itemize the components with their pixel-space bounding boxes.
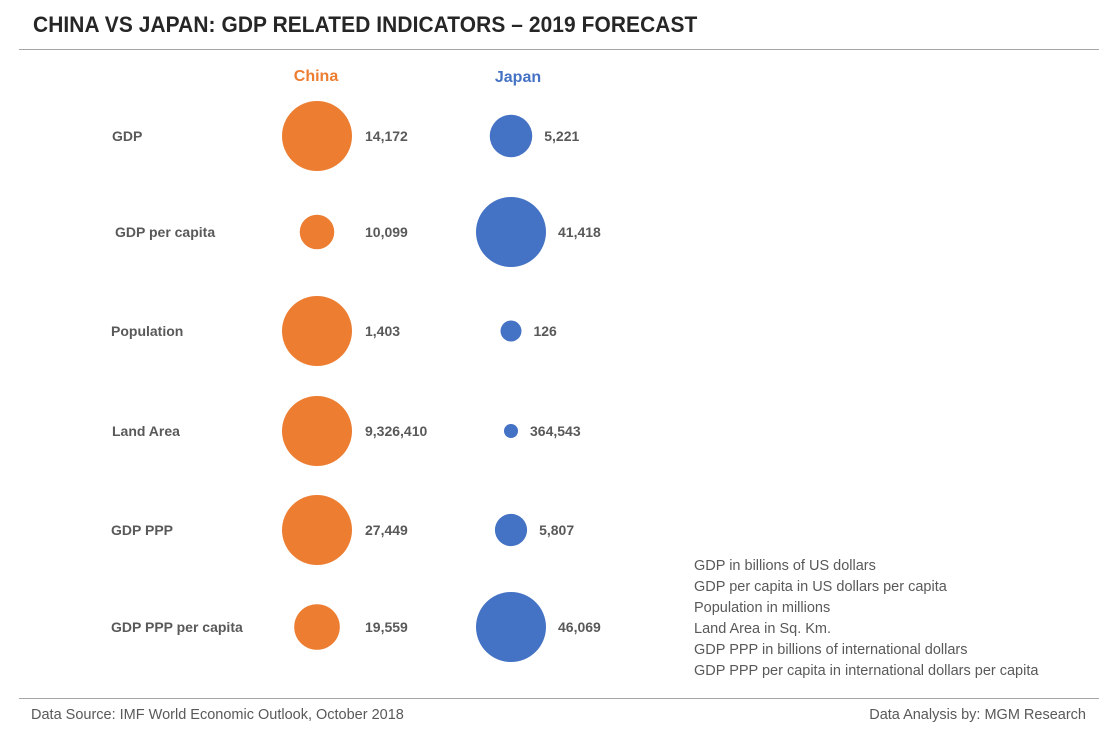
japan-value-label: 364,543 — [530, 423, 581, 439]
japan-value-label: 5,807 — [539, 522, 574, 538]
footer-divider — [19, 698, 1099, 699]
japan-bubble — [476, 592, 546, 662]
china-bubble — [282, 396, 352, 466]
china-bubble — [282, 495, 352, 565]
china-value-label: 9,326,410 — [365, 423, 427, 439]
indicator-label: GDP — [112, 128, 142, 144]
china-bubble — [299, 214, 335, 250]
china-bubble — [282, 101, 352, 171]
unit-notes: GDP in billions of US dollars GDP per ca… — [694, 556, 1038, 682]
japan-value-label: 41,418 — [558, 224, 601, 240]
chart-title: CHINA VS JAPAN: GDP RELATED INDICATORS –… — [33, 12, 698, 37]
unit-note: GDP PPP in billions of international dol… — [694, 642, 968, 658]
series-header-japan: Japan — [495, 69, 541, 86]
japan-bubble — [494, 513, 528, 547]
japan-bubble — [504, 424, 518, 438]
unit-note: GDP in billions of US dollars — [694, 558, 876, 574]
indicator-label: GDP per capita — [115, 224, 215, 240]
unit-note: Land Area in Sq. Km. — [694, 621, 832, 637]
china-value-label: 1,403 — [365, 323, 400, 339]
indicator-label: Land Area — [112, 423, 180, 439]
indicator-rows: GDP 14,172 5,221 GDP per capita 10,099 41,418… — [111, 101, 601, 662]
unit-note: GDP PPP per capita in international doll… — [694, 663, 1039, 679]
indicator-label: GDP PPP per capita — [111, 619, 243, 635]
china-bubble — [282, 296, 352, 366]
china-value-label: 14,172 — [365, 128, 408, 144]
japan-value-label: 46,069 — [558, 619, 601, 635]
china-value-label: 27,449 — [365, 522, 408, 538]
japan-value-label: 126 — [533, 323, 557, 339]
japan-bubble — [476, 197, 546, 267]
japan-bubble — [500, 320, 522, 342]
header-divider — [19, 49, 1099, 50]
china-value-label: 19,559 — [365, 619, 408, 635]
indicator-label: Population — [111, 323, 183, 339]
unit-note: Population in millions — [694, 600, 831, 616]
series-header-china: China — [294, 68, 339, 85]
indicator-label: GDP PPP — [111, 522, 173, 538]
data-source: Data Source: IMF World Economic Outlook,… — [31, 707, 404, 723]
analysis-credit: Data Analysis by: MGM Research — [869, 707, 1086, 723]
unit-note: GDP per capita in US dollars per capita — [694, 579, 947, 595]
japan-bubble — [489, 114, 533, 158]
japan-value-label: 5,221 — [544, 128, 579, 144]
china-value-label: 10,099 — [365, 224, 408, 240]
china-bubble — [294, 604, 340, 650]
